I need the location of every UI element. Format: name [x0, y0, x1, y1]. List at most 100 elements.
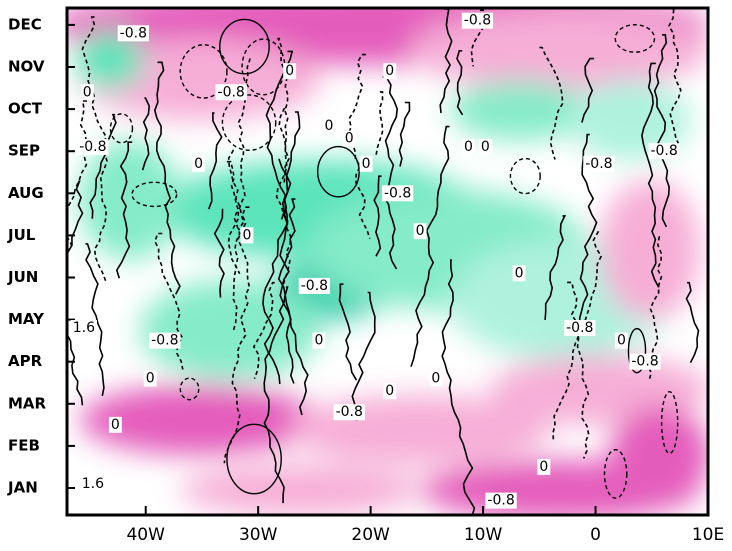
y-tick-label: JUL: [7, 226, 36, 244]
contour-line: [439, 8, 453, 114]
contour-label-bg: [283, 63, 297, 80]
contour-label-bg: [564, 320, 596, 337]
contour-label-bg: [383, 63, 397, 80]
contour-label: 0: [146, 371, 155, 387]
contour-label: 0: [314, 333, 323, 349]
contour-line: [278, 158, 295, 384]
contour-loop: [131, 181, 178, 208]
contour-line: [410, 125, 450, 367]
contour-label: 0: [385, 383, 394, 399]
contour-label-bg: [322, 117, 336, 134]
contour-label: 0: [385, 63, 394, 79]
contour-label-bg: [537, 458, 551, 475]
contour-label-bg: [429, 370, 443, 387]
y-tick-label: APR: [8, 352, 43, 370]
contour-label: -0.8: [487, 493, 514, 509]
contour-label-bg: [240, 227, 254, 244]
contour-line: [275, 107, 292, 285]
contour-loop: [179, 377, 200, 401]
contour-line: [67, 180, 84, 406]
contour-line: [338, 283, 358, 381]
contour-label: 1.6: [73, 320, 95, 336]
contour-label-bg: [117, 25, 150, 42]
contour-line: [581, 57, 595, 123]
contour-label: 0: [325, 118, 334, 134]
contour-loop: [627, 327, 647, 374]
contour-label: -0.8: [650, 143, 677, 159]
contour-label: -0.8: [301, 278, 328, 294]
contour-label-bg: [333, 404, 365, 421]
shading: [67, 8, 708, 515]
contour-label-bg: [462, 138, 475, 155]
contour-label-bg: [80, 84, 94, 101]
contour-label-bg: [79, 475, 106, 492]
axes: JAN FEB MAR APR MAY JUN JUL AUG SEP OCT NOV DEC 40W 3…: [7, 15, 724, 545]
plot-frame: [65, 6, 710, 517]
contour-label-bg: [413, 223, 427, 240]
contour-line: [85, 243, 105, 397]
contour-line: [223, 206, 251, 464]
contour-line: [685, 281, 700, 364]
contour-label-bg: [192, 155, 206, 172]
contour-line: [141, 97, 151, 171]
contour-line: [115, 141, 133, 279]
contour-line: [213, 208, 225, 298]
contour-label-bg: [485, 492, 517, 509]
contour-label: 0: [285, 63, 294, 79]
contour-line: [470, 9, 485, 67]
contour-label-bg: [478, 138, 492, 155]
contour-label: 0: [464, 139, 473, 155]
contour-label-bg: [143, 370, 157, 387]
contour-label: -0.8: [585, 156, 612, 172]
contour-loop: [660, 391, 679, 455]
contour-loop: [219, 18, 270, 75]
contour-label: 1.6: [82, 476, 104, 492]
contour-line: [667, 9, 682, 147]
contour-line: [382, 76, 399, 270]
contour-line: [252, 281, 275, 379]
contour-line: [153, 61, 181, 295]
contour-line: [539, 46, 564, 160]
contour-label: -0.8: [464, 13, 491, 29]
contour-label: 0: [83, 84, 92, 100]
contour-label: 0: [617, 333, 626, 349]
y-tick-label: NOV: [8, 58, 45, 76]
contour-label: -0.8: [566, 320, 593, 336]
contour-loop: [316, 145, 360, 198]
contour-line: [262, 111, 301, 385]
x-tick-label: 10E: [692, 525, 724, 545]
contour-line: [226, 160, 241, 275]
contour-label: -0.8: [79, 139, 106, 155]
contour-line: [456, 50, 464, 116]
contour-label: 0: [345, 131, 354, 147]
y-tick-label: JAN: [7, 479, 38, 497]
contour-label-bg: [648, 143, 680, 160]
y-tick-label: MAR: [8, 394, 47, 412]
contour-label-bg: [461, 12, 494, 29]
contour-loop: [109, 113, 134, 144]
contour-label-bg: [512, 265, 526, 282]
y-tick-label: FEB: [8, 436, 40, 454]
contour-label-bg: [108, 416, 122, 433]
contour-label-bg: [629, 353, 661, 370]
contour-label-bg: [342, 130, 356, 147]
x-tick-label: 0: [590, 525, 601, 545]
contour-line: [154, 232, 184, 370]
contour-label: 0: [242, 227, 251, 243]
contour-loop: [603, 448, 628, 499]
contour-label-bg: [359, 155, 373, 172]
contour-line: [578, 133, 598, 327]
x-tick-label: 30W: [239, 525, 278, 545]
contour-label-bg: [298, 277, 331, 294]
contour-loop: [179, 44, 228, 99]
contour-loop: [614, 24, 656, 53]
contour-label-bg: [614, 332, 628, 349]
contour-label-bg: [70, 320, 98, 337]
y-tick-label: AUG: [8, 184, 44, 202]
contour-line: [567, 281, 590, 459]
contour-label: 0: [416, 223, 425, 239]
contour-label: 0: [539, 459, 548, 475]
contour-label: -0.8: [336, 404, 363, 420]
